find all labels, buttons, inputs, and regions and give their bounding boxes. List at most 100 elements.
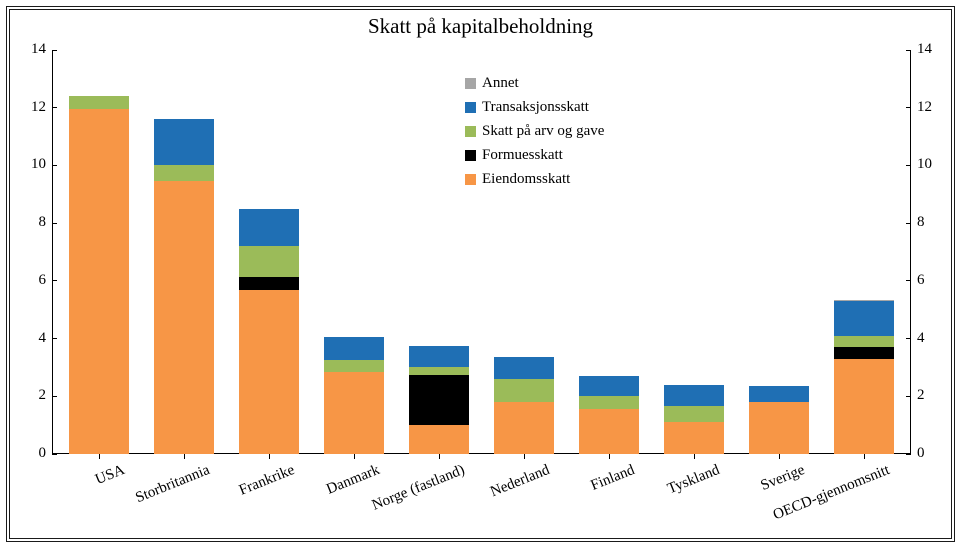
axis-line — [910, 50, 911, 454]
bar — [409, 346, 469, 454]
ylabel-left: 8 — [16, 214, 46, 231]
legend-swatch — [465, 78, 476, 89]
ytick-left — [52, 396, 57, 397]
ytick-right — [906, 280, 911, 281]
bar-segment — [324, 372, 384, 454]
bar-segment — [324, 337, 384, 360]
bar-segment — [239, 277, 299, 290]
xtick — [354, 454, 355, 459]
ylabel-left: 6 — [16, 272, 46, 289]
ytick-left — [52, 454, 57, 455]
ytick-right — [906, 107, 911, 108]
ylabel-right: 2 — [917, 387, 947, 404]
ylabel-right: 8 — [917, 214, 947, 231]
ylabel-left: 10 — [16, 156, 46, 173]
ytick-right — [906, 165, 911, 166]
ytick-right — [906, 223, 911, 224]
ytick-left — [52, 223, 57, 224]
ylabel-left: 4 — [16, 330, 46, 347]
legend-swatch — [465, 102, 476, 113]
ylabel-right: 4 — [917, 330, 947, 347]
bar-segment — [239, 290, 299, 454]
bar-segment — [834, 336, 894, 348]
legend-swatch — [465, 126, 476, 137]
xtick — [99, 454, 100, 459]
bar — [749, 386, 809, 454]
chart-title: Skatt på kapitalbeholdning — [0, 14, 961, 39]
bar-segment — [69, 109, 129, 454]
bar-segment — [409, 425, 469, 454]
legend-item: Eiendomsskatt — [465, 168, 604, 190]
ytick-right — [906, 338, 911, 339]
bar-segment — [494, 357, 554, 379]
xtick — [439, 454, 440, 459]
bar-segment — [239, 246, 299, 276]
legend-item: Formuesskatt — [465, 144, 604, 166]
ytick-left — [52, 50, 57, 51]
xtick — [184, 454, 185, 459]
bar-segment — [239, 209, 299, 247]
bar-segment — [154, 119, 214, 165]
legend-label: Eiendomsskatt — [482, 168, 570, 190]
ytick-right — [906, 454, 911, 455]
bar-segment — [749, 386, 809, 402]
ytick-right — [906, 50, 911, 51]
bar-segment — [409, 367, 469, 374]
bar — [834, 300, 894, 454]
legend-label: Annet — [482, 72, 519, 94]
xtick — [269, 454, 270, 459]
bar — [69, 96, 129, 454]
bar-segment — [579, 409, 639, 454]
bar-segment — [154, 165, 214, 181]
bar-segment — [69, 96, 129, 109]
bar-segment — [749, 402, 809, 454]
legend-item: Transaksjonsskatt — [465, 96, 604, 118]
bar-segment — [324, 360, 384, 372]
legend-label: Formuesskatt — [482, 144, 563, 166]
bar-segment — [579, 376, 639, 396]
chart-container: Skatt på kapitalbeholdning 0 0 2 2 4 4 6 6 8 8 10 1… — [0, 0, 961, 548]
ylabel-right: 10 — [917, 156, 947, 173]
legend-label: Transaksjonsskatt — [482, 96, 589, 118]
bar-segment — [664, 406, 724, 422]
bar-segment — [664, 422, 724, 454]
legend-item: Annet — [465, 72, 604, 94]
bar — [239, 209, 299, 454]
axis-line — [52, 50, 53, 454]
legend-swatch — [465, 150, 476, 161]
bar-segment — [409, 346, 469, 368]
ylabel-left: 12 — [16, 99, 46, 116]
bar-segment — [834, 347, 894, 359]
bar-segment — [409, 375, 469, 426]
bar-segment — [834, 301, 894, 336]
bar — [494, 357, 554, 454]
ytick-left — [52, 165, 57, 166]
bar — [579, 376, 639, 454]
bar-segment — [834, 359, 894, 454]
bar-segment — [494, 379, 554, 402]
xtick — [779, 454, 780, 459]
xtick — [524, 454, 525, 459]
bar-segment — [579, 396, 639, 409]
legend: AnnetTransaksjonsskattSkatt på arv og ga… — [465, 72, 604, 192]
ylabel-right: 12 — [917, 99, 947, 116]
ylabel-left: 2 — [16, 387, 46, 404]
legend-label: Skatt på arv og gave — [482, 120, 604, 142]
ylabel-left: 14 — [16, 41, 46, 58]
ytick-left — [52, 338, 57, 339]
ylabel-right: 6 — [917, 272, 947, 289]
bar — [664, 385, 724, 454]
ylabel-right: 14 — [917, 41, 947, 58]
xtick — [864, 454, 865, 459]
ylabel-left: 0 — [16, 445, 46, 462]
bar-segment — [494, 402, 554, 454]
legend-swatch — [465, 174, 476, 185]
ylabel-right: 0 — [917, 445, 947, 462]
bar — [154, 119, 214, 454]
xtick — [609, 454, 610, 459]
ytick-left — [52, 107, 57, 108]
bar — [324, 337, 384, 454]
bar-segment — [664, 385, 724, 407]
bar-segment — [154, 181, 214, 454]
ytick-right — [906, 396, 911, 397]
